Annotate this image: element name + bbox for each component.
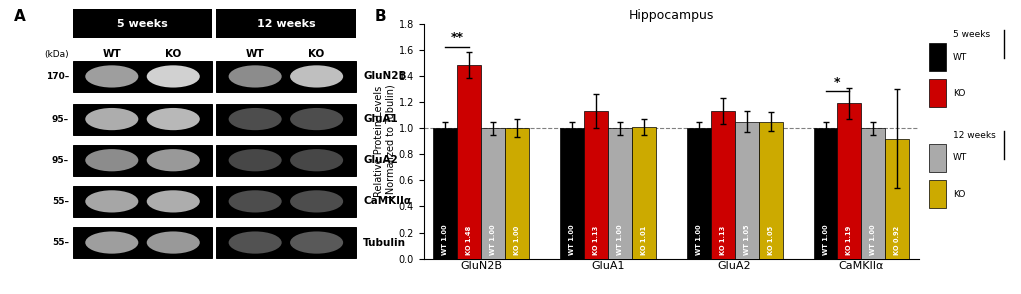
Text: KO 1.13: KO 1.13: [720, 225, 726, 255]
FancyBboxPatch shape: [216, 104, 355, 135]
Ellipse shape: [147, 190, 200, 213]
FancyBboxPatch shape: [216, 9, 355, 38]
FancyBboxPatch shape: [72, 104, 212, 135]
FancyBboxPatch shape: [929, 79, 946, 108]
FancyBboxPatch shape: [929, 43, 946, 71]
Bar: [837, 103, 862, 259]
Text: 55–: 55–: [52, 197, 69, 206]
Text: GluN2B: GluN2B: [363, 71, 406, 81]
Bar: [735, 121, 759, 259]
Bar: [759, 121, 782, 259]
FancyBboxPatch shape: [72, 186, 212, 217]
Ellipse shape: [290, 231, 343, 254]
Text: KO 0.92: KO 0.92: [894, 225, 901, 255]
Ellipse shape: [147, 149, 200, 171]
FancyBboxPatch shape: [216, 186, 355, 217]
Bar: [632, 127, 655, 259]
FancyBboxPatch shape: [216, 61, 355, 92]
Text: KO 1.19: KO 1.19: [846, 225, 853, 255]
Bar: [481, 128, 505, 259]
Text: 12 weeks: 12 weeks: [954, 131, 995, 140]
Text: B: B: [374, 9, 386, 24]
Ellipse shape: [147, 65, 200, 88]
Bar: [457, 65, 481, 259]
Bar: [687, 128, 711, 259]
FancyBboxPatch shape: [929, 144, 946, 172]
Ellipse shape: [229, 149, 282, 171]
Ellipse shape: [86, 231, 138, 254]
Text: WT 1.00: WT 1.00: [871, 224, 876, 255]
Bar: [433, 128, 457, 259]
Text: 170–: 170–: [46, 72, 69, 81]
Text: 95–: 95–: [52, 156, 69, 165]
Title: Hippocampus: Hippocampus: [629, 9, 714, 22]
Text: WT 1.00: WT 1.00: [490, 224, 496, 255]
Ellipse shape: [86, 149, 138, 171]
FancyBboxPatch shape: [929, 180, 946, 208]
Ellipse shape: [229, 108, 282, 130]
Text: 5 weeks: 5 weeks: [954, 30, 990, 39]
Text: WT 1.00: WT 1.00: [442, 224, 448, 255]
Bar: [814, 128, 837, 259]
Ellipse shape: [290, 108, 343, 130]
Text: KO: KO: [165, 49, 182, 59]
Ellipse shape: [229, 190, 282, 213]
Text: A: A: [14, 9, 26, 24]
Text: WT: WT: [246, 49, 264, 59]
Text: GluA1: GluA1: [363, 114, 398, 124]
Bar: [885, 138, 910, 259]
Ellipse shape: [86, 65, 138, 88]
Bar: [607, 128, 632, 259]
Ellipse shape: [86, 108, 138, 130]
Bar: [862, 128, 885, 259]
Ellipse shape: [290, 65, 343, 88]
Ellipse shape: [229, 231, 282, 254]
Text: *: *: [834, 76, 840, 89]
Text: KO: KO: [954, 89, 966, 98]
Bar: [561, 128, 584, 259]
FancyBboxPatch shape: [216, 227, 355, 258]
Ellipse shape: [147, 108, 200, 130]
Y-axis label: Relative Protein Levels
(Normalized to Tubulin): Relative Protein Levels (Normalized to T…: [375, 84, 396, 198]
Text: WT 1.00: WT 1.00: [617, 224, 623, 255]
Text: GluA2: GluA2: [363, 155, 398, 165]
Bar: [505, 128, 529, 259]
Text: KO: KO: [954, 190, 966, 199]
FancyBboxPatch shape: [72, 61, 212, 92]
FancyBboxPatch shape: [72, 227, 212, 258]
Bar: [584, 111, 607, 259]
Text: KO 1.00: KO 1.00: [515, 225, 520, 255]
Text: (kDa): (kDa): [44, 50, 69, 59]
Text: 95–: 95–: [52, 115, 69, 123]
Text: WT: WT: [954, 153, 967, 163]
FancyBboxPatch shape: [72, 145, 212, 176]
Text: KO 1.01: KO 1.01: [641, 225, 647, 255]
Text: 55–: 55–: [52, 238, 69, 247]
Text: WT 1.05: WT 1.05: [743, 224, 749, 255]
Text: WT: WT: [102, 49, 121, 59]
Text: **: **: [450, 31, 464, 44]
Text: WT 1.00: WT 1.00: [695, 224, 701, 255]
Text: WT 1.00: WT 1.00: [823, 224, 828, 255]
Ellipse shape: [229, 65, 282, 88]
FancyBboxPatch shape: [216, 145, 355, 176]
Text: WT: WT: [954, 53, 967, 61]
Text: WT 1.00: WT 1.00: [569, 224, 575, 255]
Text: KO 1.05: KO 1.05: [768, 226, 774, 255]
Text: Tubulin: Tubulin: [363, 238, 406, 248]
Ellipse shape: [290, 149, 343, 171]
Ellipse shape: [147, 231, 200, 254]
Ellipse shape: [86, 190, 138, 213]
Text: 5 weeks: 5 weeks: [117, 19, 167, 29]
Text: KO 1.13: KO 1.13: [593, 225, 599, 255]
Ellipse shape: [290, 190, 343, 213]
Bar: [711, 111, 735, 259]
Text: KO: KO: [308, 49, 325, 59]
Text: KO 1.48: KO 1.48: [467, 225, 472, 255]
Text: CaMKIIα: CaMKIIα: [363, 196, 411, 206]
Text: 12 weeks: 12 weeks: [256, 19, 315, 29]
FancyBboxPatch shape: [72, 9, 212, 38]
